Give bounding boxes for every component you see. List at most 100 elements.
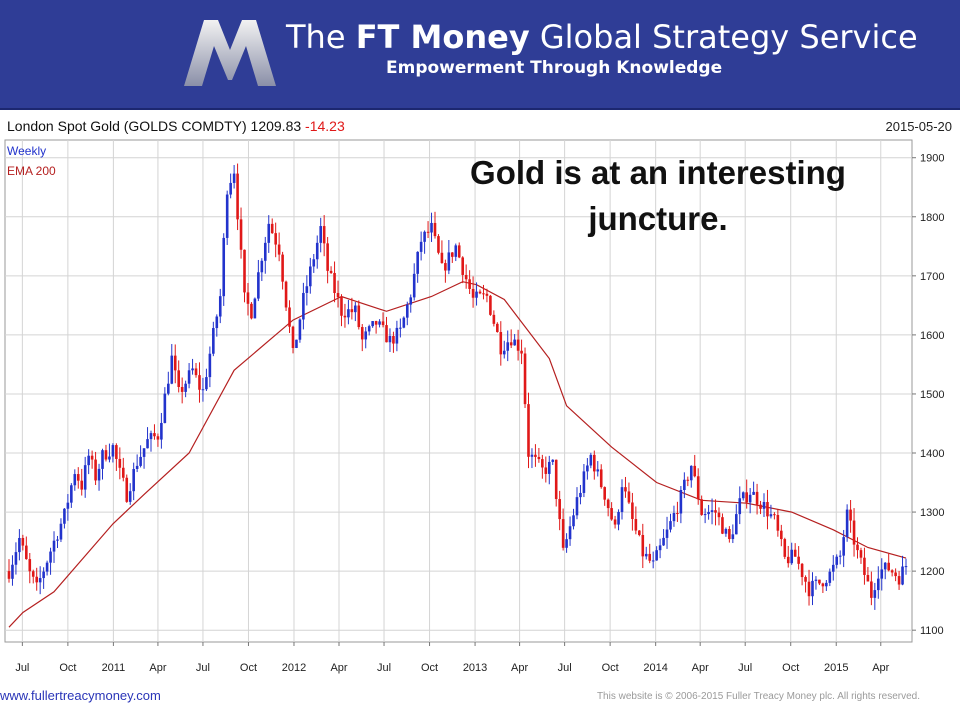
candle-up [87,455,90,466]
candle-down [610,508,613,520]
candle-down [236,173,239,220]
x-tick-label: Oct [782,662,799,674]
candle-up [707,512,710,515]
x-tick-label: Oct [59,662,76,674]
candle-down [541,459,544,468]
candle-down [717,512,721,518]
candle-up [416,251,419,274]
candle-down [437,236,440,253]
candle-down [870,581,873,598]
candle-up [312,259,316,267]
candle-up [547,461,551,474]
candle-up [586,465,589,472]
candle-down [558,499,561,520]
candle-up [880,569,884,579]
candle-up [45,562,49,572]
candle-up [669,521,672,530]
plot-frame [4,139,913,643]
candle-up [572,515,575,527]
candle-up [672,513,676,522]
y-tick-label: 1500 [920,389,944,401]
candle-down [818,579,821,584]
candle-up [215,316,219,329]
candle-down [593,454,596,472]
y-tick-label: 1400 [920,448,944,460]
candle-down [759,504,762,509]
candle-down [198,375,201,390]
candle-up [738,498,742,515]
candle-up [876,578,880,591]
candle-down [461,257,464,275]
candle-down [333,272,336,294]
x-tick-label: 2013 [463,662,487,674]
candle-up [644,553,648,557]
candle-down [21,537,25,546]
candle-down [478,291,482,294]
candle-up [845,509,849,538]
candle-down [468,279,471,289]
candle-down [721,517,724,534]
candle-up [14,552,18,565]
y-tick-label: 1900 [920,153,944,165]
candle-down [766,502,769,517]
candle-down [599,469,603,488]
annotation-line-2: juncture. [588,200,728,237]
candle-up [371,321,374,327]
candle-up [662,537,665,546]
candle-up [298,319,302,340]
candle-down [894,572,897,577]
candle-down [489,295,492,315]
candle-down [270,223,274,234]
website-link[interactable]: www.fullertreacymoney.com [0,688,161,703]
candle-up [42,571,45,579]
candle-down [80,480,84,490]
x-tick-label: 2015 [824,662,848,674]
candle-up [184,383,187,392]
x-tick-label: Apr [692,662,709,674]
candle-down [631,502,634,520]
y-tick-label: 1700 [920,271,944,283]
candle-up [683,479,686,490]
candle-down [115,445,118,459]
legend-period: Weekly [7,144,46,158]
candle-up [263,242,267,261]
banner-subtitle: Empowerment Through Knowledge [386,58,723,78]
candle-down [509,342,513,346]
candle-down [745,492,748,503]
candle-up [257,272,260,299]
candle-down [793,549,797,557]
candle-up [811,580,814,597]
candle-up [530,454,534,457]
candle-down [153,433,156,437]
candle-down [25,545,28,560]
candle-down [482,293,485,295]
x-tick-label: 2014 [643,662,667,674]
candle-up [222,237,226,297]
x-tick-label: Jul [738,662,752,674]
candle-down [700,499,703,515]
candle-up [49,551,52,563]
x-tick-label: Apr [330,662,347,674]
candle-up [191,368,194,371]
y-tick-label: 1300 [920,507,944,519]
candle-down [31,571,35,577]
candle-up [163,393,167,423]
candle-down [35,576,39,583]
x-tick-label: Jul [558,662,572,674]
candle-down [527,404,530,457]
candle-down [624,487,627,492]
legend-ema: EMA 200 [7,164,56,178]
candle-up [409,297,413,305]
candle-down [537,456,541,460]
candle-up [187,370,191,384]
candle-down [28,559,32,572]
candle-down [856,544,859,551]
candle-down [350,309,354,313]
candle-down [485,293,489,296]
candle-up [901,566,904,585]
banner: The FT Money Global Strategy Service Emp… [0,0,960,110]
candle-up [506,342,510,351]
chart-annotation: Gold is at an interesting juncture. [420,150,896,242]
candle-down [343,315,347,318]
banner-title: The FT Money Global Strategy Service [286,18,918,56]
